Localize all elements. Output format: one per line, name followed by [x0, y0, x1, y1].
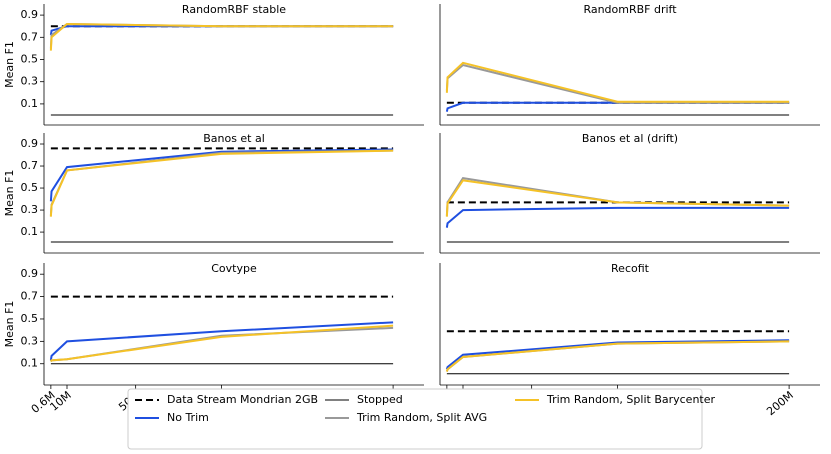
- y-tick-label: 0.9: [21, 137, 39, 150]
- y-tick-label: 0.5: [21, 53, 39, 66]
- panel-title: Banos et al: [203, 132, 265, 145]
- y-tick-label: 0.7: [21, 159, 39, 172]
- y-tick-label: 0.1: [21, 225, 39, 238]
- panel-title: RandomRBF drift: [583, 3, 677, 16]
- legend-label: No Trim: [167, 411, 209, 424]
- y-tick-label: 0.9: [21, 8, 39, 21]
- y-axis-label: Mean F1: [3, 41, 16, 88]
- x-tick-label: 200M: [764, 389, 796, 419]
- series-line: [49, 22, 394, 51]
- series-line: [49, 22, 394, 49]
- y-tick-label: 0.7: [21, 290, 39, 303]
- y-axis-label: Mean F1: [3, 301, 16, 348]
- y-tick-label: 0.1: [21, 357, 39, 370]
- series-line: [49, 25, 394, 36]
- series-line: [445, 206, 790, 228]
- series-line: [445, 101, 790, 112]
- panel-title: Covtype: [211, 262, 257, 275]
- y-tick-label: 0.5: [21, 181, 39, 194]
- series-line: [50, 326, 394, 363]
- y-tick-label: 0.7: [21, 30, 39, 43]
- legend-label: Data Stream Mondrian 2GB: [167, 393, 318, 406]
- panel-title: Recofit: [611, 262, 650, 275]
- series-line: [445, 339, 790, 370]
- legend-box: [127, 388, 703, 450]
- series-line: [49, 149, 394, 217]
- series-line: [50, 324, 394, 363]
- y-tick-label: 0.5: [21, 312, 39, 325]
- legend-label: Stopped: [357, 393, 403, 406]
- series-line: [445, 61, 790, 103]
- series-line: [445, 340, 790, 372]
- series-line: [445, 179, 790, 217]
- y-tick-label: 0.3: [21, 334, 39, 347]
- legend-label: Trim Random, Split Barycenter: [546, 393, 716, 406]
- legend-label: Trim Random, Split AVG: [356, 411, 487, 424]
- y-axis-label: Mean F1: [3, 170, 16, 217]
- series-line: [49, 148, 394, 202]
- y-tick-label: 0.9: [21, 267, 39, 280]
- series-line: [49, 321, 394, 361]
- y-tick-label: 0.3: [21, 75, 39, 88]
- panel-title: Banos et al (drift): [582, 132, 678, 145]
- y-tick-label: 0.3: [21, 203, 39, 216]
- series-line: [49, 149, 394, 216]
- y-tick-label: 0.1: [21, 97, 39, 110]
- series-line: [445, 340, 790, 372]
- panel-title: RandomRBF stable: [182, 3, 286, 16]
